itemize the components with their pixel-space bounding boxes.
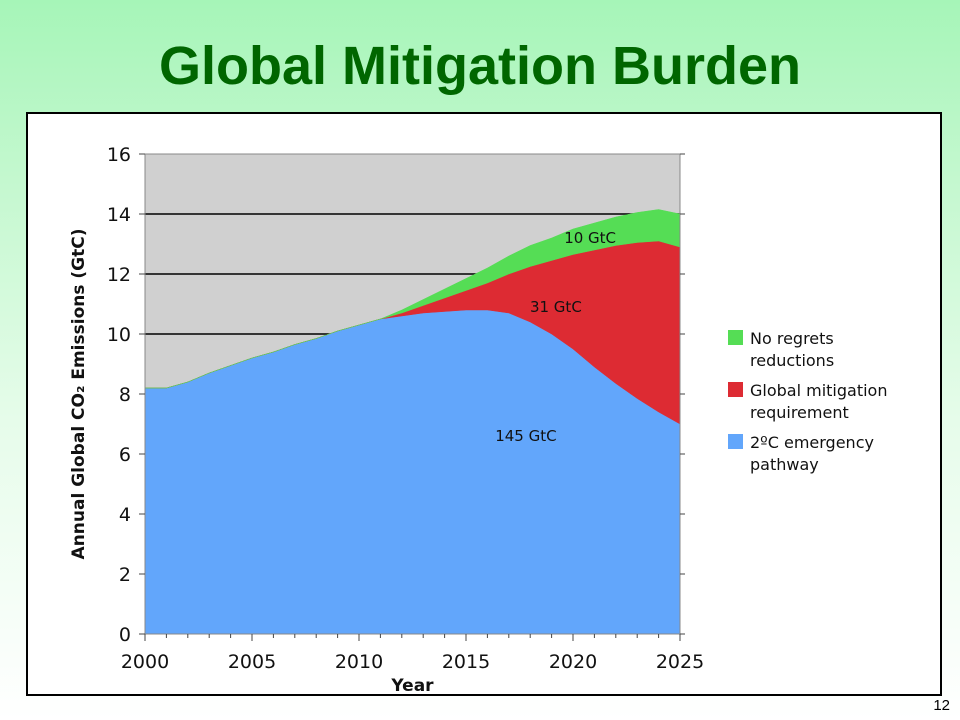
slide-title: Global Mitigation Burden <box>159 36 801 96</box>
y-tick-label-14: 14 <box>107 204 131 226</box>
y-tick-label-10: 10 <box>107 324 131 346</box>
legend-label-mitigation-line1: Global mitigation <box>750 381 887 400</box>
legend: No regrets reductions Global mitigation req… <box>728 329 887 474</box>
legend-label-no_regrets-line1: No regrets <box>750 329 834 348</box>
x-tick-label-2015: 2015 <box>442 651 490 673</box>
x-tick-labels: 2000 2005 2010 2015 2020 2025 <box>121 651 704 673</box>
legend-label-no_regrets-line2: reductions <box>750 351 834 370</box>
y-tick-label-4: 4 <box>119 504 131 526</box>
annotation-green-total: 10 GtC <box>564 229 616 247</box>
tick-marks <box>139 153 685 641</box>
x-tick-label-2005: 2005 <box>228 651 276 673</box>
y-axis-title: Annual Global CO₂ Emissions (GtC) <box>69 229 89 560</box>
legend-item-mitigation: Global mitigation requirement <box>728 381 887 422</box>
x-tick-label-2020: 2020 <box>549 651 597 673</box>
legend-swatch-emergency <box>728 434 743 449</box>
y-tick-label-12: 12 <box>107 264 131 286</box>
chart-figure: 0 2 4 6 8 10 12 14 16 2000 2005 2010 2015 2020 2025 Y… <box>26 112 942 696</box>
legend-item-emergency: 2ºC emergency pathway <box>728 433 874 474</box>
y-tick-label-16: 16 <box>107 144 131 166</box>
y-tick-labels: 0 2 4 6 8 10 12 14 16 <box>107 144 131 646</box>
y-tick-label-2: 2 <box>119 564 131 586</box>
x-tick-label-2010: 2010 <box>335 651 383 673</box>
y-tick-label-8: 8 <box>119 384 131 406</box>
page-number: 12 <box>933 697 950 714</box>
emissions-area-chart: 0 2 4 6 8 10 12 14 16 2000 2005 2010 2015 2020 2025 Y… <box>69 144 887 694</box>
legend-swatch-no_regrets <box>728 330 743 345</box>
legend-item-no_regrets: No regrets reductions <box>728 329 834 370</box>
y-tick-label-0: 0 <box>119 624 131 646</box>
y-tick-label-6: 6 <box>119 444 131 466</box>
legend-label-emergency-line1: 2ºC emergency <box>750 433 874 452</box>
area-annotations: 10 GtC 31 GtC 145 GtC <box>495 229 616 445</box>
x-tick-label-2025: 2025 <box>656 651 704 673</box>
annotation-blue-total: 145 GtC <box>495 427 556 445</box>
legend-label-mitigation-line2: requirement <box>750 403 849 422</box>
x-tick-label-2000: 2000 <box>121 651 169 673</box>
legend-swatch-mitigation <box>728 382 743 397</box>
x-axis-title: Year <box>390 676 434 694</box>
legend-label-emergency-line2: pathway <box>750 455 819 474</box>
annotation-red-total: 31 GtC <box>530 298 582 316</box>
